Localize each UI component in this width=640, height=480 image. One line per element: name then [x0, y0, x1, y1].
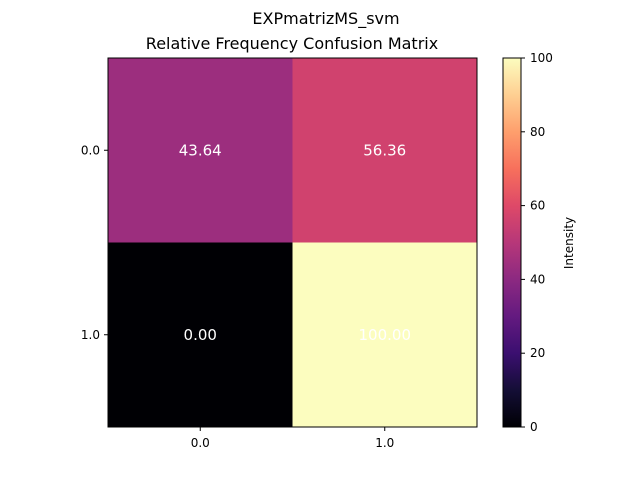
heatmap-cell-r0-c0 — [108, 58, 293, 243]
cell-value-label-r0-c0: 43.64 — [179, 141, 222, 159]
colorbar-ticks: 0 20 40 60 80 100 — [521, 51, 553, 434]
cell-value-label-r0-c1: 56.36 — [363, 141, 406, 159]
colorbar-label: Intensity — [562, 217, 576, 269]
heatmap-cell-r0-c1 — [292, 58, 477, 243]
heatmap-cells — [108, 58, 477, 427]
y-tick-label: 0.0 — [81, 143, 100, 157]
colorbar-tick-label: 0 — [530, 420, 538, 434]
colorbar-tick-label: 40 — [530, 272, 545, 286]
cell-value-label-r1-c1: 100.00 — [359, 326, 412, 344]
chart-title: Relative Frequency Confusion Matrix — [146, 34, 438, 53]
y-tick-label: 1.0 — [81, 328, 100, 342]
colorbar — [502, 57, 522, 428]
y-axis-ticks: 0.0 1.0 — [81, 143, 108, 342]
heatmap-cell-labels: 43.64 56.36 0.00 100.00 — [179, 141, 411, 344]
heatmap-cell-r1-c0 — [108, 242, 293, 427]
x-tick-label: 1.0 — [375, 436, 394, 450]
x-tick-label: 0.0 — [191, 436, 210, 450]
heatmap-cell-r1-c1 — [292, 242, 477, 427]
figure-suptitle: EXPmatrizMS_svm — [252, 9, 399, 29]
x-axis-ticks: 0.0 1.0 — [191, 427, 394, 450]
colorbar-tick-label: 20 — [530, 346, 545, 360]
colorbar-tick-label: 60 — [530, 199, 545, 213]
cell-value-label-r1-c0: 0.00 — [184, 326, 217, 344]
colorbar-tick-label: 100 — [530, 51, 553, 65]
plot-frame — [107, 57, 478, 428]
colorbar-tick-label: 80 — [530, 125, 545, 139]
